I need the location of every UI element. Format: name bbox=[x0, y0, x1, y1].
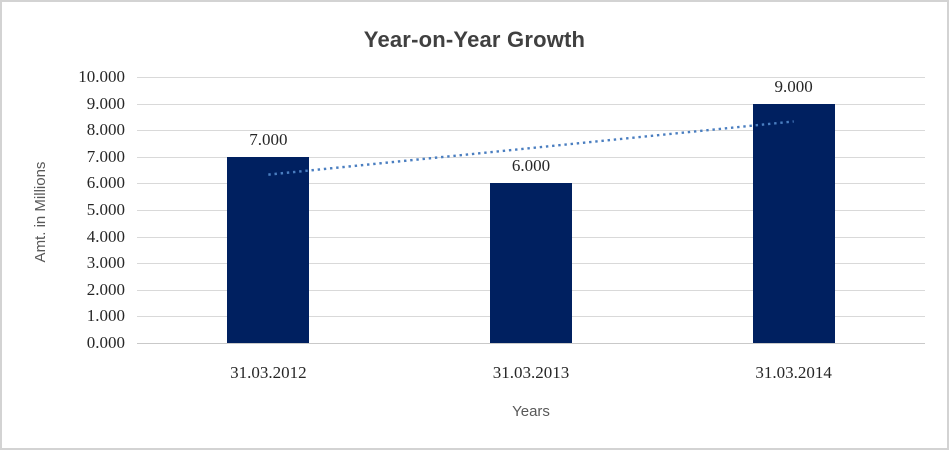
y-tick-label: 1.000 bbox=[86, 306, 125, 326]
gridline bbox=[137, 103, 925, 105]
bar bbox=[752, 103, 835, 343]
y-tick-label: 2.000 bbox=[86, 279, 125, 299]
y-tick-label: 8.000 bbox=[86, 120, 125, 140]
y-tick-label: 10.000 bbox=[78, 67, 125, 86]
y-tick-label: 3.000 bbox=[86, 253, 125, 273]
y-tick-label: 5.000 bbox=[86, 200, 125, 219]
y-tick-label: 6.000 bbox=[86, 173, 125, 193]
bar-value-label: 9.000 bbox=[774, 76, 813, 96]
bar-value-label: 6.000 bbox=[511, 156, 551, 176]
y-tick-label: 7.000 bbox=[86, 146, 125, 166]
gridline bbox=[137, 130, 925, 132]
chart-title: Year-on-Year Growth bbox=[363, 27, 586, 52]
plot-area: 7.000 6.000 9.000 bbox=[137, 76, 925, 344]
y-tick-label: 0.000 bbox=[86, 333, 125, 352]
bar bbox=[490, 183, 572, 343]
y-tick-label: 9.000 bbox=[86, 93, 125, 113]
bar-value-label: 7.000 bbox=[249, 129, 288, 149]
gridline bbox=[137, 156, 925, 158]
x-category-label: 31.03.2013 bbox=[492, 363, 570, 382]
trendline bbox=[268, 120, 794, 176]
gridline bbox=[137, 77, 925, 78]
y-tick-label: 4.000 bbox=[86, 226, 125, 246]
x-axis-line bbox=[137, 343, 925, 344]
x-category-label: 31.03.2014 bbox=[755, 363, 832, 382]
bar bbox=[227, 156, 310, 343]
x-axis-title: Years bbox=[512, 403, 550, 420]
trendline-layer bbox=[268, 120, 794, 176]
x-category-label: 31.03.2012 bbox=[230, 363, 307, 382]
